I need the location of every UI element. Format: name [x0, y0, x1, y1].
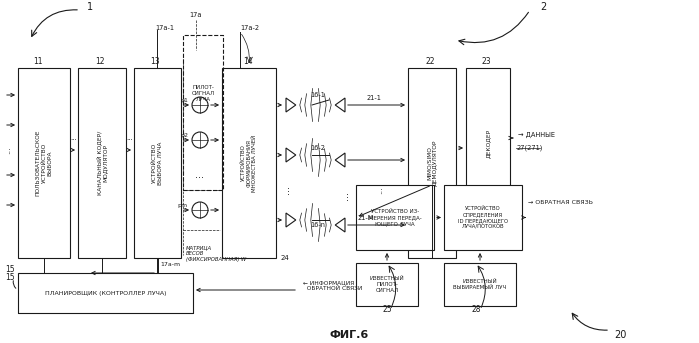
Text: pm: pm	[178, 203, 188, 208]
Text: ...: ...	[127, 135, 134, 141]
Text: ФИГ.6: ФИГ.6	[329, 330, 368, 340]
Text: 2: 2	[540, 2, 546, 12]
Text: 14: 14	[243, 58, 253, 67]
Text: 17а-m: 17а-m	[160, 262, 180, 268]
Bar	[356, 263, 418, 306]
Bar	[18, 68, 70, 258]
Text: ПЛАНИРОВЩИК (КОНТРОЛЛЕР ЛУЧА): ПЛАНИРОВЩИК (КОНТРОЛЛЕР ЛУЧА)	[45, 291, 166, 296]
Text: 11: 11	[34, 58, 43, 67]
Text: 17а-2: 17а-2	[240, 25, 259, 31]
Text: УСТРОЙСТВО
ФОРМИРОВАНИЯ
МНОЖЕСТВА ЛУЧЕЙ: УСТРОЙСТВО ФОРМИРОВАНИЯ МНОЖЕСТВА ЛУЧЕЙ	[240, 134, 257, 192]
Text: 17а: 17а	[189, 12, 202, 18]
Text: ← ИНФОРМАЦИЯ
  ОБРАТНОЙ СВЯЗИ: ← ИНФОРМАЦИЯ ОБРАТНОЙ СВЯЗИ	[303, 281, 362, 292]
Text: 28: 28	[471, 306, 481, 315]
Bar	[78, 68, 126, 258]
Text: МАТРИЦА
ВЕСОВ
(ФИКСИРОВАННАЯ) W: МАТРИЦА ВЕСОВ (ФИКСИРОВАННАЯ) W	[186, 245, 246, 262]
Text: ...: ...	[196, 170, 205, 180]
Text: MIMO/SIMO
ДЕМОДУЛЯТОР: MIMO/SIMO ДЕМОДУЛЯТОР	[426, 140, 438, 186]
Bar	[222, 68, 276, 258]
Text: 12: 12	[95, 58, 105, 67]
Text: ...: ...	[340, 190, 350, 200]
Text: УСТРОЙСТВО
ВЫБОРА ЛУЧА: УСТРОЙСТВО ВЫБОРА ЛУЧА	[152, 141, 163, 185]
Text: ПОЛЬЗОВАТЕЛЬСКОЕ
УСТРОЙСТВО
ВЫБОРА: ПОЛЬЗОВАТЕЛЬСКОЕ УСТРОЙСТВО ВЫБОРА	[36, 130, 52, 196]
Text: 15: 15	[5, 265, 15, 274]
Text: → ОБРАТНАЯ СВЯЗЬ: → ОБРАТНАЯ СВЯЗЬ	[528, 200, 593, 204]
Bar	[183, 35, 223, 190]
Text: УСТРОЙСТВО ИЗ-
МЕРЕНИЯ ПЕРЕДА-
ЮЩЕГО ЛУЧА: УСТРОЙСТВО ИЗ- МЕРЕНИЯ ПЕРЕДА- ЮЩЕГО ЛУЧ…	[368, 209, 421, 226]
Bar	[18, 273, 193, 313]
Text: ИЗВЕСТНЫЙ
ПИЛОТ-
СИГНАЛ: ИЗВЕСТНЫЙ ПИЛОТ- СИГНАЛ	[370, 276, 405, 293]
Text: ...: ...	[71, 135, 78, 141]
Text: УСТРОЙСТВО
ОПРЕДЕЛЕНИЯ
ID ПЕРЕДАЮЩЕГО
ЛУЧА/ПОТОКОВ: УСТРОЙСТВО ОПРЕДЕЛЕНИЯ ID ПЕРЕДАЮЩЕГО ЛУ…	[458, 206, 508, 229]
Text: 16-n: 16-n	[310, 222, 325, 228]
Text: КАНАЛЬНЫЙ КОДЕР/
МОДУЛЯТОР: КАНАЛЬНЫЙ КОДЕР/ МОДУЛЯТОР	[96, 131, 108, 195]
Text: ДЕКОДЕР: ДЕКОДЕР	[486, 128, 491, 158]
Bar	[356, 185, 434, 250]
Bar	[466, 68, 510, 218]
Text: 27(271): 27(271)	[517, 145, 543, 151]
Text: 16-2: 16-2	[310, 145, 325, 151]
Text: 15: 15	[5, 272, 15, 282]
Bar	[444, 185, 522, 250]
Text: 21-1: 21-1	[367, 95, 382, 101]
Text: 21-M: 21-M	[358, 215, 375, 221]
Text: p2: p2	[180, 133, 188, 138]
Text: → ДАННЫЕ: → ДАННЫЕ	[518, 132, 555, 138]
Text: 16-1: 16-1	[310, 92, 325, 98]
Text: 13: 13	[150, 58, 160, 67]
Text: p1: p1	[180, 98, 188, 103]
Text: 17а-1: 17а-1	[155, 25, 175, 31]
Text: 22: 22	[425, 58, 435, 67]
Bar	[444, 263, 516, 306]
Text: 25: 25	[382, 306, 392, 315]
Bar	[408, 68, 456, 258]
Text: 20: 20	[614, 330, 626, 340]
Text: ИЗВЕСТНЫЙ
ВЫБИРАЕМЫЙ ЛУЧ: ИЗВЕСТНЫЙ ВЫБИРАЕМЫЙ ЛУЧ	[454, 279, 507, 290]
Bar	[134, 68, 181, 258]
Text: 1: 1	[87, 2, 93, 12]
Text: ...: ...	[3, 146, 13, 154]
Text: ...: ...	[281, 186, 291, 194]
Text: 24: 24	[280, 255, 289, 261]
Text: 23: 23	[481, 58, 491, 67]
Text: ...: ...	[375, 186, 384, 194]
Text: ПИЛОТ-
СИГНАЛ
ЛУЧА: ПИЛОТ- СИГНАЛ ЛУЧА	[192, 85, 215, 102]
